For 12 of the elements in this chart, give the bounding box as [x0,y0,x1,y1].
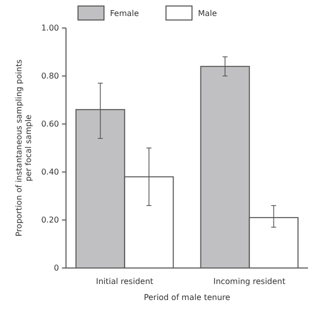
y-tick-label: 0.60 [41,120,59,129]
x-tick-label: Incoming resident [213,277,286,286]
y-tick-label: 1.00 [41,24,59,33]
legend-label: Male [198,9,218,18]
y-tick-label: 0.20 [41,216,59,225]
x-axis-title: Period of male tenure [144,293,230,302]
y-axis-title: Proportion of instantaneous sampling points per focal sample [14,60,34,236]
y-tick-label: 0.80 [41,72,59,81]
y-tick-label: 0 [54,264,59,273]
x-tick-label: Initial resident [96,277,154,286]
y-tick-label: 0.40 [41,168,59,177]
legend-label: Female [110,9,140,18]
